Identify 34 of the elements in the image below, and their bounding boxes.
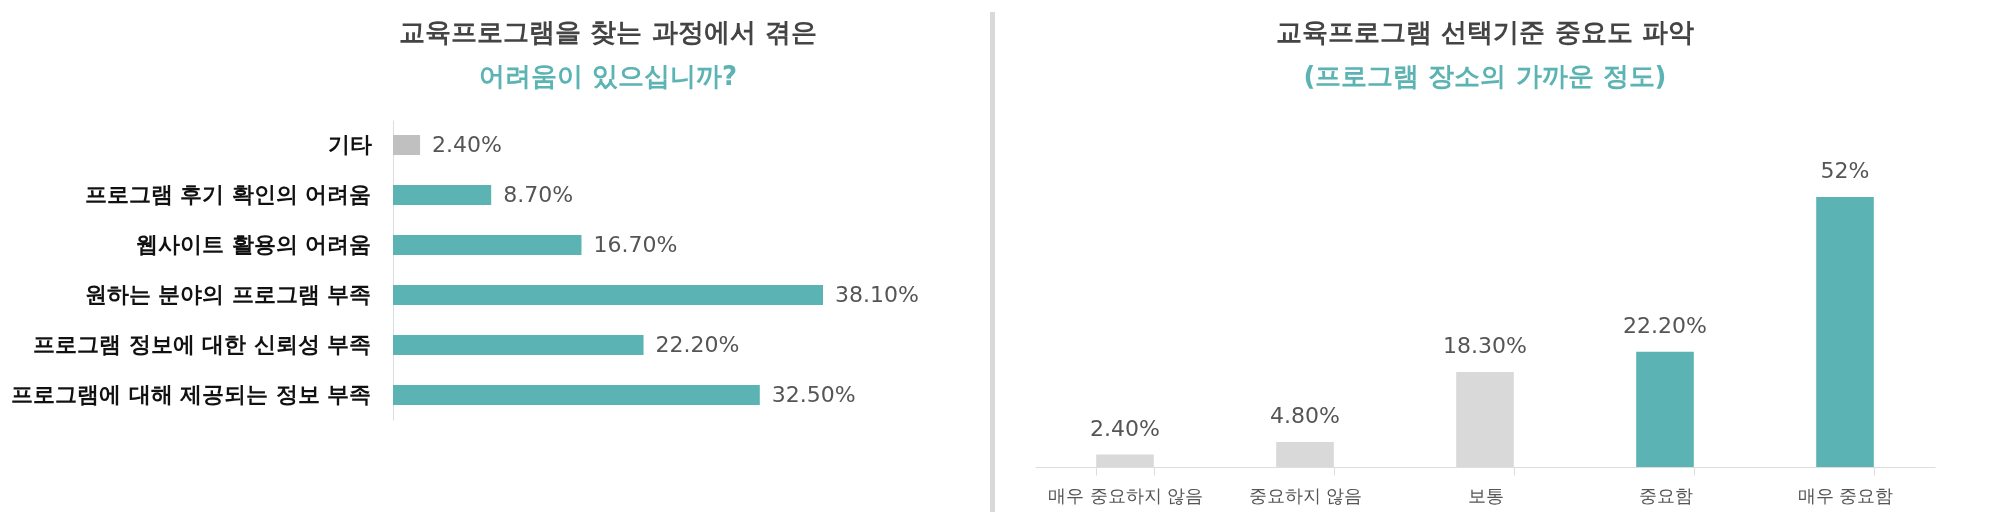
data-label: 2.40% xyxy=(1090,415,1160,441)
bar xyxy=(393,235,582,255)
data-label: 22.20% xyxy=(1623,312,1707,338)
x-tick-label: 중요하지 않음 xyxy=(1248,484,1363,506)
bar xyxy=(393,185,492,205)
y-tick-label: 프로그램 정보에 대한 신뢰성 부족 xyxy=(32,332,372,357)
data-label: 2.40% xyxy=(432,132,502,157)
y-tick-label: 기타 xyxy=(327,132,372,157)
x-tick-label: 매우 중요함 xyxy=(1797,484,1894,506)
x-tick-label: 매우 중요하지 않음 xyxy=(1047,484,1204,506)
bar xyxy=(1816,197,1874,467)
bar xyxy=(393,135,421,155)
data-label: 4.80% xyxy=(1270,403,1340,429)
bar xyxy=(1636,351,1694,467)
y-tick-label: 웹사이트 활용의 어려움 xyxy=(136,232,372,257)
y-tick-label: 원하는 분야의 프로그램 부족 xyxy=(84,282,372,307)
bar xyxy=(393,285,823,305)
data-label: 38.10% xyxy=(835,282,919,307)
chart-subtitle: (프로그램 장소의 가까운 정도) xyxy=(1303,61,1667,91)
data-label: 22.20% xyxy=(655,332,740,357)
data-label: 16.70% xyxy=(593,232,678,257)
bar xyxy=(393,335,644,355)
data-label: 18.30% xyxy=(1443,332,1527,358)
chart-subtitle: 어려움이 있으십니까? xyxy=(478,61,738,91)
chart-title: 교육프로그램을 찾는 과정에서 겪은 xyxy=(399,17,817,47)
x-tick-label: 보통 xyxy=(1467,484,1504,506)
y-tick-label: 프로그램 후기 확인의 어려움 xyxy=(84,182,372,207)
data-label: 52% xyxy=(1820,158,1870,183)
data-label: 32.50% xyxy=(771,382,856,407)
data-label: 8.70% xyxy=(503,182,574,207)
x-tick-label: 중요함 xyxy=(1638,484,1693,506)
chart-title: 교육프로그램 선택기준 중요도 파악 xyxy=(1276,17,1694,47)
bar xyxy=(393,385,760,405)
y-tick-label: 프로그램에 대해 제공되는 정보 부족 xyxy=(10,382,372,407)
